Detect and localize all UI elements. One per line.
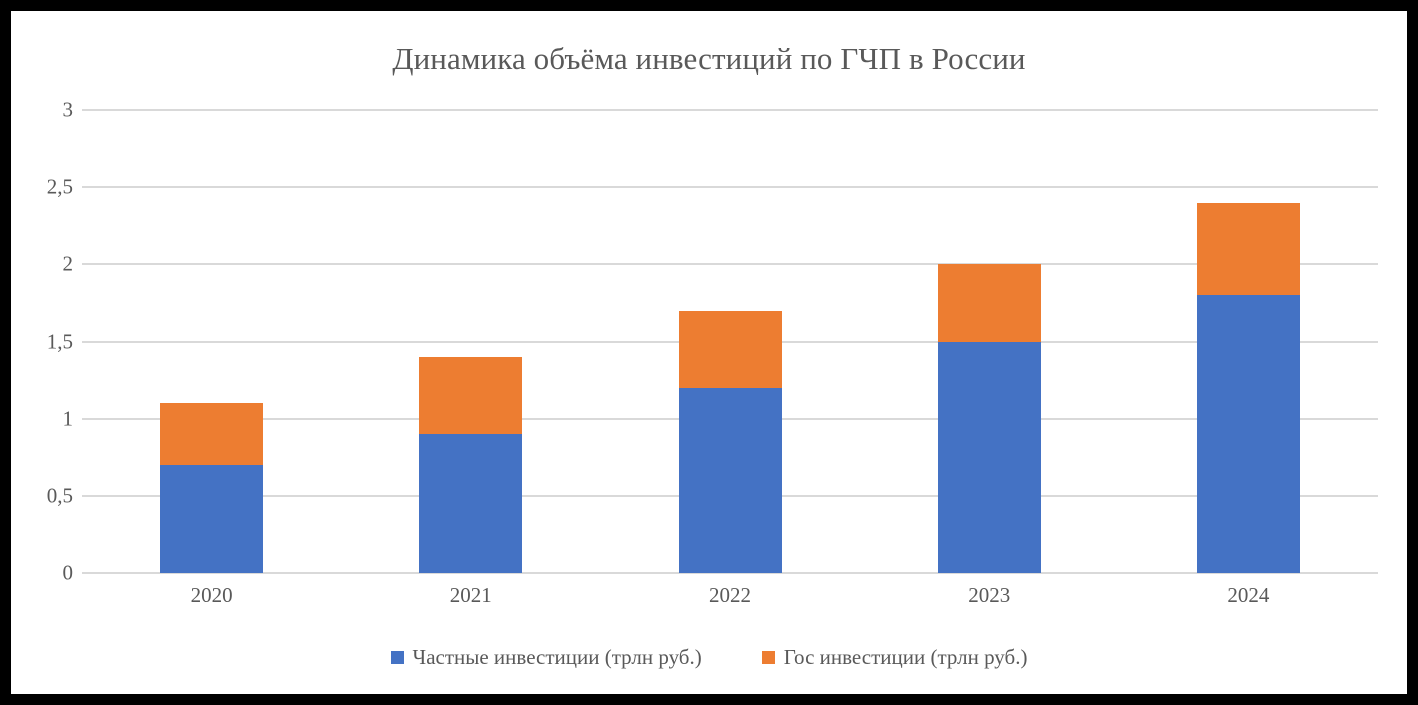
gridline	[82, 263, 1378, 266]
plot-area	[82, 109, 1378, 574]
y-tick-label: 0,5	[46, 483, 73, 508]
legend-item[interactable]: Гос инвестиции (трлн руб.)	[761, 645, 1028, 670]
bar-group[interactable]	[419, 110, 523, 573]
bar-segment[interactable]	[419, 434, 523, 573]
legend-label: Гос инвестиции (трлн руб.)	[783, 645, 1028, 669]
x-axis: 2020 2021 2022 2023 2024	[82, 583, 1378, 623]
bar-group[interactable]	[678, 110, 782, 573]
chart-canvas: Динамика объёма инвестиций по ГЧП в Росс…	[11, 11, 1407, 694]
y-tick-label: 2	[62, 251, 74, 276]
bar-segment[interactable]	[937, 264, 1041, 342]
y-tick-label: 1,5	[46, 329, 73, 353]
legend-swatch-icon	[390, 651, 404, 664]
gridline	[82, 572, 1378, 574]
gridline	[82, 186, 1378, 189]
bar-segment[interactable]	[678, 387, 782, 573]
bar-segment[interactable]	[160, 464, 264, 573]
legend-label: Частные инвестиции (трлн руб.)	[412, 645, 702, 669]
chart-title: Динамика объёма инвестиций по ГЧП в Росс…	[392, 41, 1026, 76]
x-tick-label: 2022	[708, 583, 751, 607]
gridline	[82, 109, 1378, 111]
bar-segment[interactable]	[1196, 202, 1300, 296]
y-tick-label: 1	[62, 406, 74, 431]
chart-legend: Частные инвестиции (трлн руб.) Гос инвест…	[11, 645, 1407, 670]
y-tick-label: 2,5	[46, 174, 73, 199]
x-tick-label: 2021	[449, 583, 492, 607]
bar-group[interactable]	[1196, 110, 1300, 573]
x-tick-label: 2020	[190, 583, 233, 607]
y-axis: 0 0,5 1 1,5 2 2,5 3	[11, 98, 74, 585]
bar-segment[interactable]	[419, 356, 523, 435]
x-tick-label: 2024	[1227, 583, 1270, 607]
bar-segment[interactable]	[1196, 295, 1300, 573]
bar-segment[interactable]	[160, 403, 264, 465]
bar-segment[interactable]	[678, 310, 782, 388]
legend-item[interactable]: Частные инвестиции (трлн руб.)	[390, 645, 702, 670]
bar-group[interactable]	[160, 110, 264, 573]
bar-group[interactable]	[937, 110, 1041, 573]
x-tick-label: 2023	[968, 583, 1011, 607]
y-tick-label: 0	[62, 560, 74, 585]
legend-swatch-icon	[761, 651, 775, 664]
y-tick-label: 3	[62, 97, 74, 122]
bar-segment[interactable]	[937, 341, 1041, 573]
